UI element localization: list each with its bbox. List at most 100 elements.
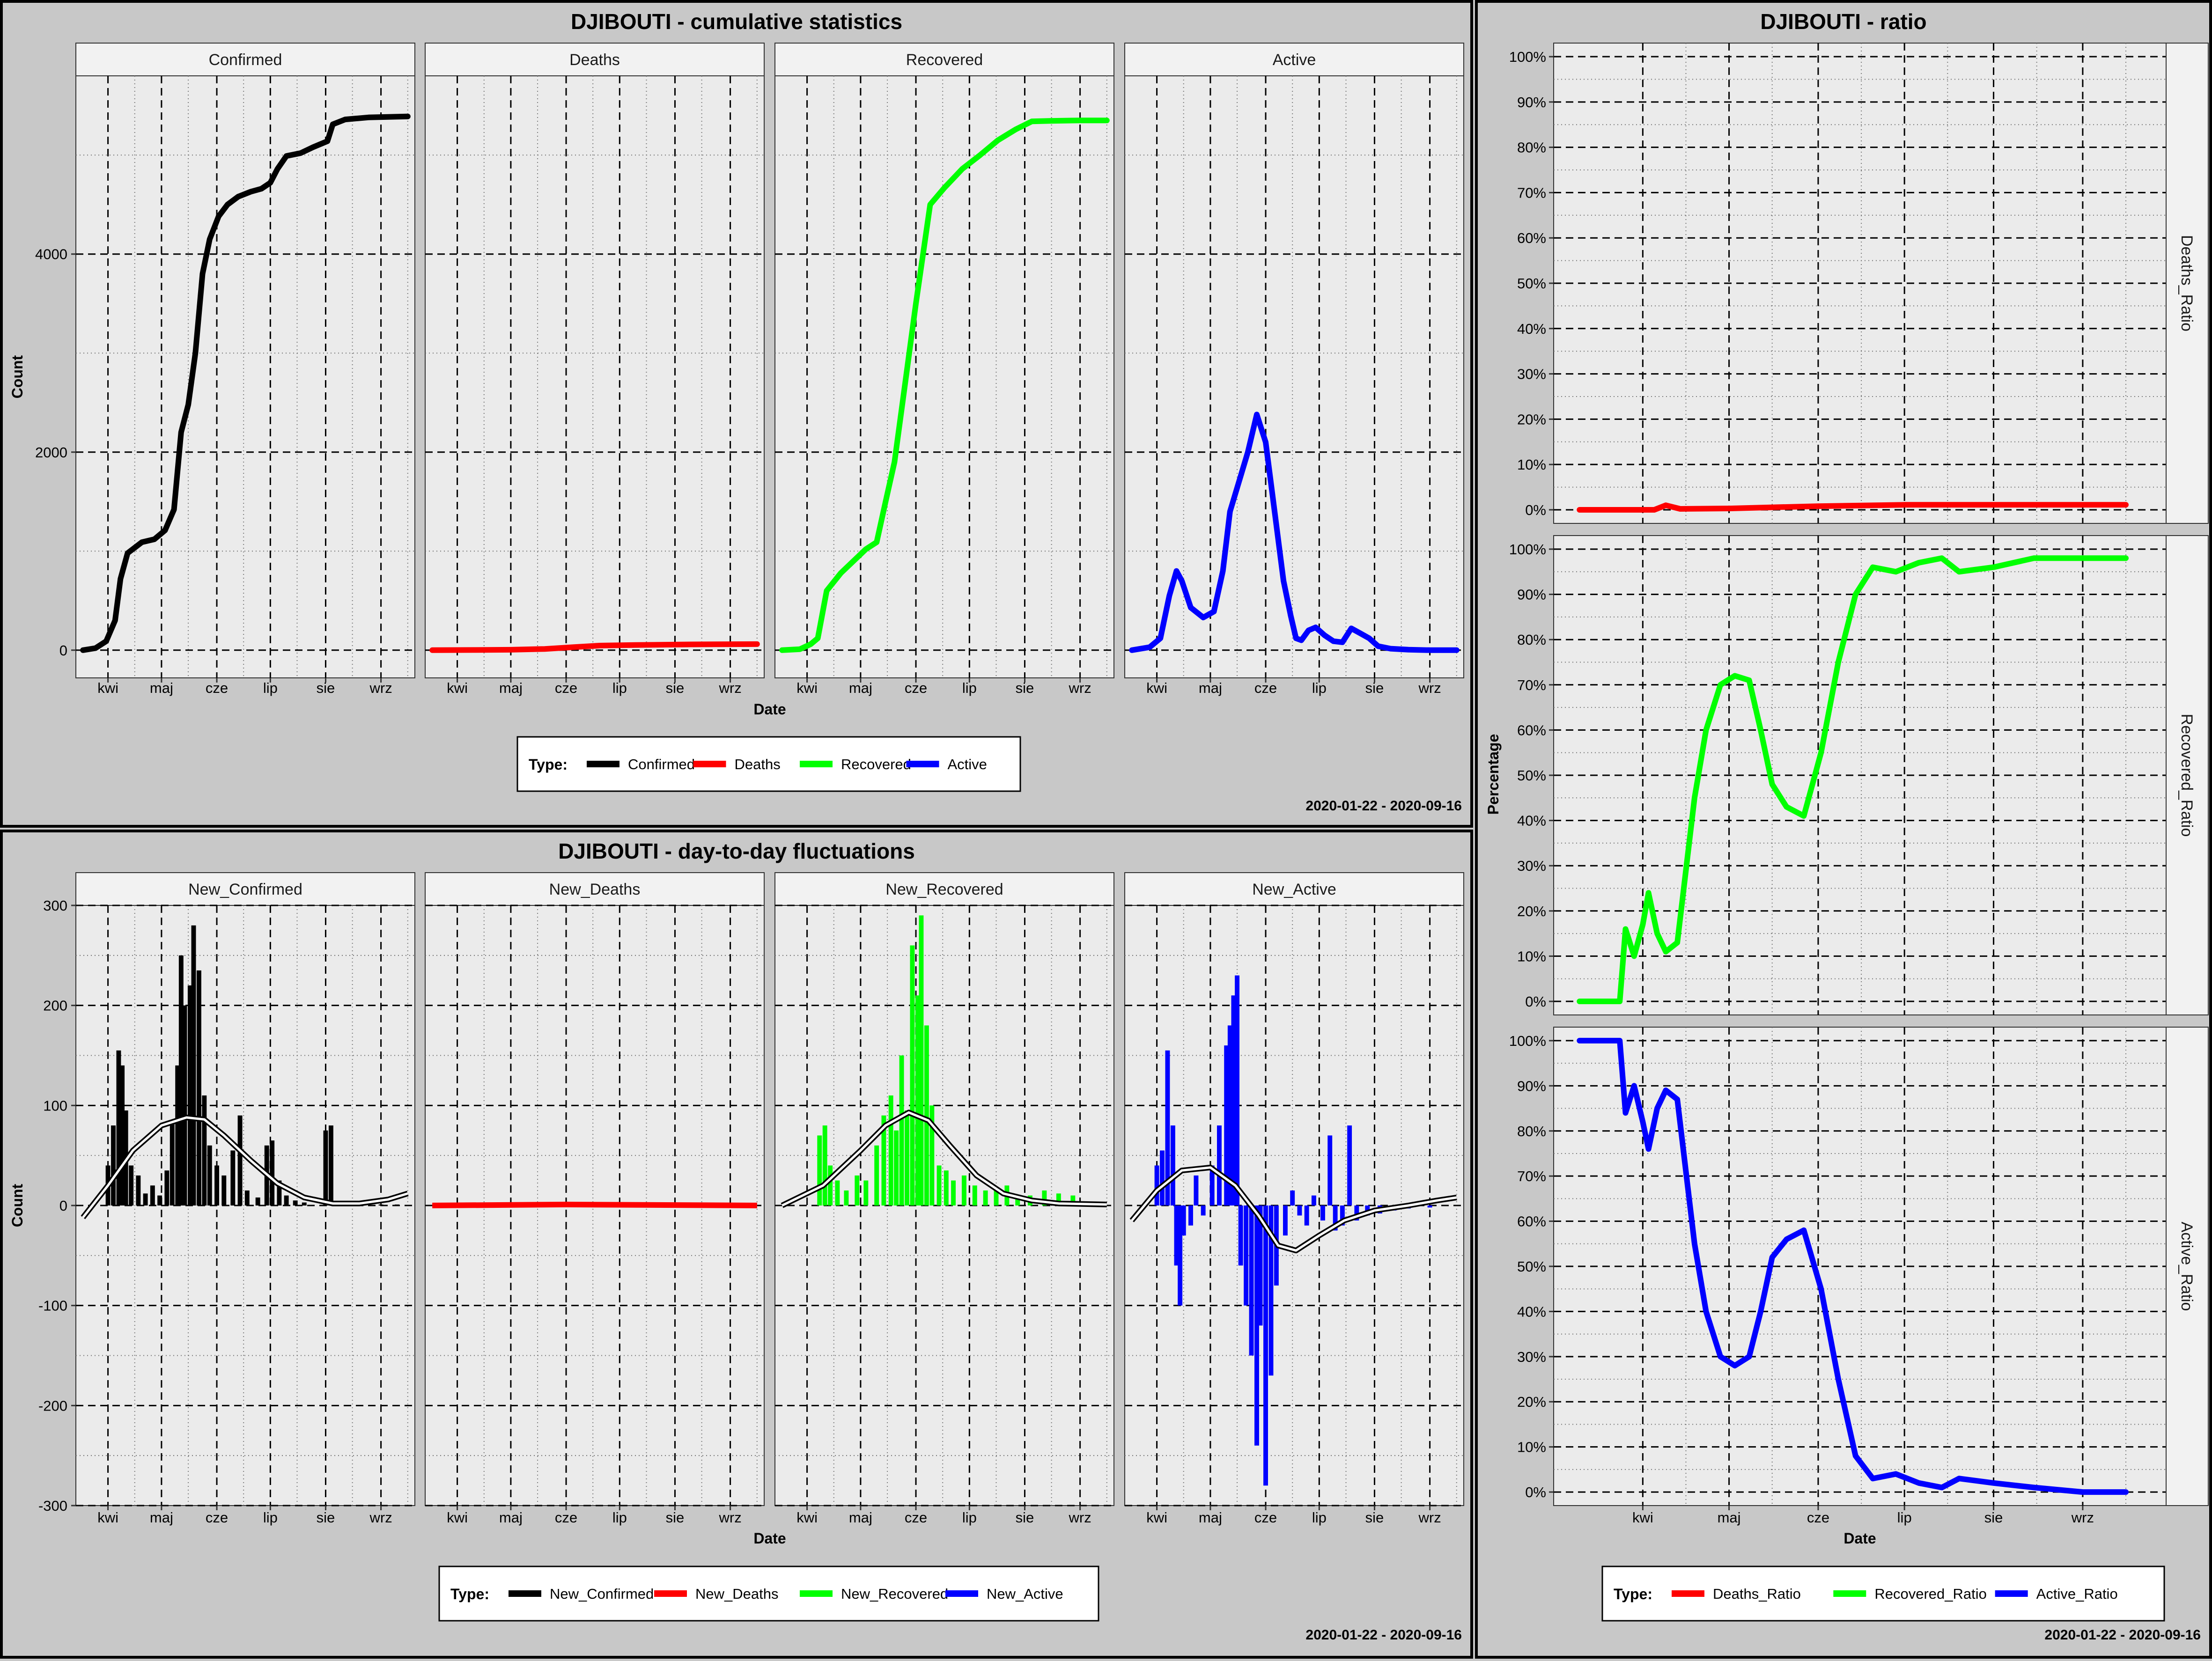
chart-title: DJIBOUTI - cumulative statistics — [571, 9, 902, 34]
x-tick-label: kwi — [796, 1509, 818, 1526]
x-tick-label: maj — [1199, 1509, 1222, 1526]
x-tick-label: cze — [1254, 680, 1277, 696]
x-tick-label: lip — [1312, 1509, 1327, 1526]
bar — [202, 1095, 207, 1205]
facet-strip — [774, 872, 1114, 906]
facet-strip-label: New_Confirmed — [188, 881, 302, 898]
bar — [1015, 1195, 1020, 1205]
series-line-confirmed — [80, 113, 411, 653]
bar — [116, 1050, 121, 1205]
x-tick-label: cze — [905, 1509, 927, 1526]
bar — [1258, 1205, 1263, 1326]
legend-label-active-ratio: Active_Ratio — [2036, 1586, 2118, 1602]
bar — [944, 1170, 949, 1205]
bar — [323, 1130, 328, 1205]
legend-label-new-deaths: New_Deaths — [695, 1586, 778, 1602]
y-tick-label: 2000 — [35, 444, 67, 461]
bar — [1160, 1150, 1165, 1205]
legend-label-new-recovered: New_Recovered — [841, 1586, 948, 1602]
panel-ratio: DJIBOUTI - ratio 2020-01-22 - 2020-09-16 D… — [1475, 0, 2212, 1659]
y-tick-label: 80% — [1517, 632, 1546, 648]
y-tick-label: 0% — [1525, 993, 1546, 1010]
facet-plot-area — [425, 75, 765, 678]
facet-active: Active kwi maj cze lip sie wrz — [1124, 43, 1464, 696]
bar — [120, 1065, 125, 1205]
bar — [302, 1202, 307, 1205]
x-tick-label: maj — [150, 680, 173, 696]
bar — [936, 1165, 942, 1205]
bar — [822, 1125, 827, 1205]
y-tick-label: 30% — [1517, 1349, 1546, 1365]
chart-caption: 2020-01-22 - 2020-09-16 — [2044, 1627, 2201, 1643]
bar — [175, 1065, 180, 1205]
series — [1129, 975, 1457, 1486]
bar — [961, 1175, 966, 1205]
y-tick-label: 50% — [1517, 767, 1546, 784]
y-tick-label: 30% — [1517, 366, 1546, 382]
legend-label-deaths: Deaths — [735, 756, 781, 772]
x-tick-label: cze — [555, 1509, 577, 1526]
x-tick-label: sie — [666, 1509, 685, 1526]
facet-strip — [1124, 872, 1464, 906]
x-tick-label: kwi — [447, 1509, 468, 1526]
legend-title: Type: — [529, 756, 568, 773]
bar — [924, 1025, 929, 1205]
facet-strip — [75, 43, 415, 76]
bar — [1194, 1175, 1199, 1205]
bar — [817, 1135, 822, 1205]
y-axis-title: Count — [9, 355, 26, 398]
series — [781, 915, 1107, 1208]
x-tick-label: kwi — [447, 680, 468, 696]
facet-deaths: Deaths kwi maj cze lip sie wrz — [425, 43, 765, 696]
bar — [1311, 1195, 1316, 1205]
x-tick-label: cze — [1254, 1509, 1277, 1526]
bar — [835, 1180, 840, 1205]
x-tick-label: sie — [317, 1509, 335, 1526]
x-tick-label: maj — [849, 680, 872, 696]
y-tick-label: 40% — [1517, 813, 1546, 829]
bar — [111, 1125, 116, 1205]
y-tick-label: 30% — [1517, 858, 1546, 874]
chart-title: DJIBOUTI - day-to-day fluctuations — [558, 839, 915, 863]
major-grid — [775, 76, 1114, 678]
bar — [888, 1095, 893, 1205]
bar — [899, 1055, 904, 1205]
x-tick-label: cze — [905, 680, 927, 696]
bar — [284, 1195, 289, 1205]
x-tick-label: sie — [317, 680, 335, 696]
x-tick-label: sie — [1016, 680, 1034, 696]
bar — [1154, 1165, 1159, 1205]
bar — [1070, 1195, 1076, 1205]
bar — [293, 1200, 298, 1205]
bar — [1320, 1205, 1325, 1221]
bar — [191, 925, 196, 1205]
bar — [1188, 1205, 1193, 1226]
facet-plot-area — [75, 75, 415, 678]
y-tick-label: -300 — [38, 1498, 67, 1514]
major-grid — [1554, 536, 2166, 1015]
bar — [1224, 1045, 1229, 1205]
legend-title: Type: — [1614, 1586, 1652, 1602]
series-line-deaths-ratio — [1577, 502, 2129, 513]
facet-strip-label: Deaths — [569, 51, 620, 69]
bar — [1217, 1125, 1222, 1205]
x-tick-label: lip — [962, 680, 977, 696]
y-axis-title: Percentage — [1485, 734, 1502, 815]
y-tick-label: 80% — [1517, 1123, 1546, 1139]
x-tick-label: lip — [263, 1509, 278, 1526]
y-tick-label: 90% — [1517, 94, 1546, 110]
bar — [894, 1130, 899, 1205]
x-tick-label: kwi — [1146, 680, 1167, 696]
x-tick-label: lip — [263, 680, 278, 696]
facet-strip-label: Active — [1273, 51, 1316, 69]
series-line-deaths — [429, 641, 760, 653]
major-grid — [1554, 43, 2166, 523]
minor-grid — [1554, 43, 2166, 523]
x-tick-label: wrz — [369, 680, 392, 696]
bar — [1165, 1050, 1170, 1205]
x-tick-label: sie — [666, 680, 685, 696]
y-tick-label: 100 — [43, 1097, 67, 1114]
y-tick-label: -200 — [38, 1397, 67, 1414]
y-tick-label: 90% — [1517, 587, 1546, 603]
